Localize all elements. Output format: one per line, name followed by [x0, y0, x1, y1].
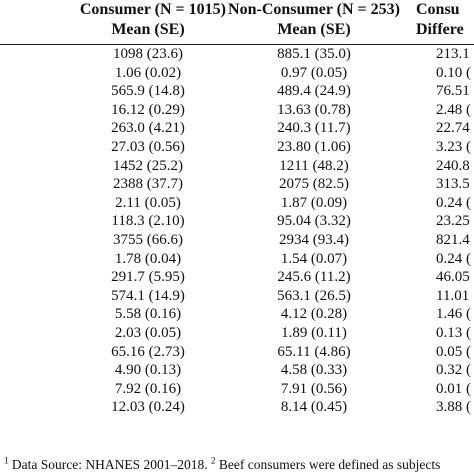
table-row: 1452 (25.2) 1211 (48.2) 240.8 [0, 157, 474, 176]
table-row: 1098 (23.6) 885.1 (35.0) 213.1 [0, 45, 474, 64]
nonconsumer-cell: 7.91 (0.56) [280, 380, 348, 397]
difference-cell: 0.13 ( [436, 324, 471, 341]
difference-header-subtitle: Differe [416, 21, 464, 38]
difference-cell: 23.25 [436, 213, 470, 230]
nonconsumer-cell: 563.1 (26.5) [277, 287, 351, 304]
nonconsumer-cell: 1.54 (0.07) [280, 250, 348, 267]
difference-cell: 313.5 [436, 176, 470, 193]
consumer-cell: 565.9 (14.8) [111, 83, 185, 100]
consumer-cell: 1.06 (0.02) [114, 64, 182, 81]
table-row: 12.03 (0.24) 8.14 (0.45) 3.88 ( [0, 398, 474, 417]
table-row: 263.0 (4.21) 240.3 (11.7) 22.74 [0, 119, 474, 138]
difference-cell: 0.05 ( [436, 343, 471, 360]
nonconsumer-cell: 489.4 (24.9) [277, 83, 351, 100]
nonconsumer-cell: 8.14 (0.45) [280, 399, 348, 416]
footnote-text-2: Beef consumers were defined as subjects [215, 457, 441, 472]
consumer-cell: 3755 (66.6) [113, 231, 183, 248]
footnote-marker-2: 2 [210, 455, 216, 466]
difference-cell: 0.32 ( [436, 362, 471, 379]
nonconsumer-cell: 240.3 (11.7) [277, 120, 351, 137]
footnote-text-1: Data Source: NHANES 2001–2018. [8, 457, 211, 472]
table-row: 1.06 (0.02) 0.97 (0.05) 0.10 ( [0, 64, 474, 83]
nonconsumer-header-title: Non-Consumer (N = 253) [228, 1, 400, 18]
nonconsumer-cell: 23.80 (1.06) [277, 138, 351, 155]
consumer-header-title: Consumer (N = 1015) [79, 1, 226, 18]
nonconsumer-cell: 4.12 (0.28) [280, 306, 348, 323]
nonconsumer-cell: 95.04 (3.32) [277, 213, 351, 230]
consumer-cell: 291.7 (5.95) [111, 269, 185, 286]
difference-cell: 0.24 ( [436, 194, 471, 211]
difference-cell: 240.8 [436, 157, 470, 174]
nonconsumer-cell: 13.63 (0.78) [277, 101, 351, 118]
table-row: 27.03 (0.56) 23.80 (1.06) 3.23 ( [0, 138, 474, 157]
table-body: 1098 (23.6) 885.1 (35.0) 213.1 1.06 (0.02) 0… [0, 45, 474, 417]
consumer-cell: 4.90 (0.13) [114, 362, 182, 379]
table-row: 2388 (37.7) 2075 (82.5) 313.5 [0, 175, 474, 194]
table-row: 65.16 (2.73) 65.11 (4.86) 0.05 ( [0, 343, 474, 362]
consumer-cell: 263.0 (4.21) [111, 120, 185, 137]
footnote-marker-1: 1 [4, 455, 9, 466]
consumer-cell: 1098 (23.6) [113, 46, 183, 62]
nonconsumer-cell: 0.97 (0.05) [280, 64, 348, 81]
consumer-cell: 5.58 (0.16) [114, 306, 182, 323]
table-row: 4.90 (0.13) 4.58 (0.33) 0.32 ( [0, 361, 474, 380]
nonconsumer-cell: 2075 (82.5) [279, 176, 349, 193]
table-row: 1.78 (0.04) 1.54 (0.07) 0.24 ( [0, 250, 474, 269]
consumer-cell: 65.16 (2.73) [111, 343, 185, 360]
header-rule [0, 44, 474, 45]
consumer-header-subtitle: Mean (SE) [111, 21, 185, 38]
table-row: 574.1 (14.9) 563.1 (26.5) 11.01 [0, 287, 474, 306]
nonconsumer-cell: 1211 (48.2) [279, 157, 349, 174]
consumer-cell: 1.78 (0.04) [114, 250, 182, 267]
difference-cell: 2.48 ( [436, 101, 471, 118]
nonconsumer-cell: 1.89 (0.11) [281, 324, 347, 341]
difference-cell: 3.23 ( [436, 138, 471, 155]
consumer-cell: 2.11 (0.05) [115, 194, 181, 211]
table-row: 16.12 (0.29) 13.63 (0.78) 2.48 ( [0, 101, 474, 120]
table-row: 2.11 (0.05) 1.87 (0.09) 0.24 ( [0, 194, 474, 213]
table-row: 7.92 (0.16) 7.91 (0.56) 0.01 ( [0, 380, 474, 399]
consumer-cell: 2388 (37.7) [113, 176, 183, 193]
difference-cell: 0.01 ( [436, 380, 471, 397]
nonconsumer-cell: 245.6 (11.2) [277, 269, 351, 286]
consumer-cell: 7.92 (0.16) [114, 380, 182, 397]
consumer-cell: 27.03 (0.56) [111, 138, 185, 155]
difference-cell: 213.1 [436, 46, 470, 62]
consumer-cell: 118.3 (2.10) [111, 213, 185, 230]
table-row: 565.9 (14.8) 489.4 (24.9) 76.51 [0, 82, 474, 101]
consumer-cell: 12.03 (0.24) [111, 399, 185, 416]
difference-cell: 3.88 ( [436, 399, 471, 416]
difference-cell: 76.51 [436, 83, 470, 100]
difference-cell: 46.05 [436, 269, 470, 286]
table-row: 118.3 (2.10) 95.04 (3.32) 23.25 [0, 212, 474, 231]
difference-cell: 0.24 ( [436, 250, 471, 267]
difference-cell: 821.4 [436, 231, 470, 248]
difference-header-title: Consu [416, 1, 460, 18]
table-row: 5.58 (0.16) 4.12 (0.28) 1.46 ( [0, 305, 474, 324]
nonconsumer-cell: 65.11 (4.86) [277, 343, 351, 360]
difference-cell: 11.01 [436, 287, 470, 304]
table-row: 3755 (66.6) 2934 (93.4) 821.4 [0, 231, 474, 250]
difference-cell: 22.74 [436, 120, 470, 137]
nonconsumer-cell: 885.1 (35.0) [277, 46, 351, 62]
nonconsumer-cell: 4.58 (0.33) [280, 362, 348, 379]
footnote: 1 Data Source: NHANES 2001–2018. 2 Beef … [4, 455, 441, 473]
consumer-cell: 2.03 (0.05) [114, 324, 182, 341]
consumer-cell: 574.1 (14.9) [111, 287, 185, 304]
consumer-cell: 16.12 (0.29) [111, 101, 185, 118]
table-row: 2.03 (0.05) 1.89 (0.11) 0.13 ( [0, 324, 474, 343]
consumer-cell: 1452 (25.2) [113, 157, 183, 174]
nonconsumer-cell: 1.87 (0.09) [280, 194, 348, 211]
difference-cell: 0.10 ( [436, 64, 471, 81]
nonconsumer-cell: 2934 (93.4) [279, 231, 349, 248]
table-row: 291.7 (5.95) 245.6 (11.2) 46.05 [0, 268, 474, 287]
nonconsumer-header-subtitle: Mean (SE) [277, 21, 351, 38]
difference-cell: 1.46 ( [436, 306, 471, 323]
